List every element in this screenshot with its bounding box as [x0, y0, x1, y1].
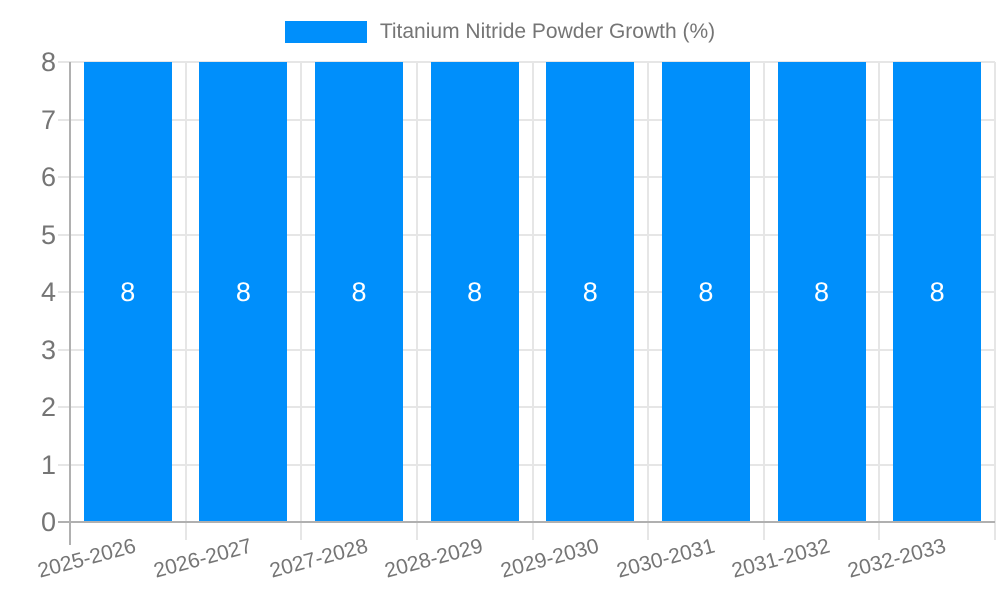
plot-area: 8 8 8 8 8 8 8 8 [70, 61, 996, 522]
x-gridline [762, 62, 765, 522]
y-tick-label: 3 [40, 334, 56, 365]
y-axis-tick [58, 61, 70, 63]
x-gridline [878, 62, 881, 522]
x-axis-tick [184, 522, 187, 540]
bar-value-label: 8 [120, 276, 136, 307]
y-tick-label: 6 [40, 162, 56, 192]
y-tick-label: 2 [40, 392, 56, 422]
y-axis-tick [58, 406, 70, 408]
x-gridline [531, 62, 534, 522]
bar-2027-2028[interactable]: 8 [315, 62, 404, 522]
bar-2030-2031[interactable]: 8 [661, 62, 750, 522]
bar-2032-2033[interactable]: 8 [893, 62, 982, 522]
y-axis-tick [58, 233, 70, 236]
x-tick-label: 2025-2026 [35, 534, 139, 583]
x-tick-label: 2032-2033 [845, 534, 949, 583]
x-gridline [415, 62, 418, 522]
bar-value-label: 8 [467, 276, 483, 307]
y-axis-tick [58, 291, 70, 293]
x-tick-label: 2030-2031 [613, 534, 717, 583]
bar-value-label: 8 [698, 276, 714, 307]
y-tick-label: 5 [40, 219, 56, 250]
y-axis-tick [58, 118, 70, 121]
bar-2029-2030[interactable]: 8 [546, 62, 635, 522]
bar-value-label: 8 [235, 276, 251, 307]
bar-value-label: 8 [814, 276, 830, 307]
y-axis-line [69, 62, 71, 545]
x-gridline [994, 62, 996, 522]
x-axis-tick [878, 522, 881, 540]
legend-label: Titanium Nitride Powder Growth (%) [379, 20, 716, 43]
x-axis-tick [300, 522, 303, 540]
x-gridline [300, 62, 303, 522]
y-tick-label: 4 [40, 277, 56, 307]
bar-value-label: 8 [582, 276, 598, 307]
x-gridline [647, 62, 650, 522]
x-gridline [184, 62, 187, 522]
y-tick-label: 0 [40, 507, 56, 537]
x-axis-tick [994, 522, 996, 540]
y-axis-tick [58, 348, 70, 351]
bar-value-label: 8 [351, 276, 367, 307]
bar-2028-2029[interactable]: 8 [430, 62, 519, 522]
x-tick-label: 2027-2028 [266, 534, 370, 583]
x-tick-label: 2029-2030 [498, 534, 602, 583]
legend[interactable]: Titanium Nitride Powder Growth (%) [0, 19, 1000, 45]
x-axis-tick [647, 522, 650, 540]
y-axis-tick [58, 463, 70, 466]
bar-2031-2032[interactable]: 8 [777, 62, 866, 522]
legend-swatch [284, 21, 367, 43]
x-tick-label: 2031-2032 [729, 534, 833, 583]
y-tick-label: 8 [40, 47, 56, 77]
y-tick-label: 1 [40, 449, 56, 480]
bar-2026-2027[interactable]: 8 [199, 62, 288, 522]
bar-value-label: 8 [929, 276, 945, 307]
x-axis-tick [415, 522, 418, 540]
y-axis-tick [58, 176, 70, 178]
bar-2025-2026[interactable]: 8 [83, 62, 172, 522]
y-tick-label: 7 [40, 104, 56, 135]
x-axis-tick [531, 522, 534, 540]
x-tick-label: 2028-2029 [382, 534, 486, 583]
x-axis-line [58, 521, 995, 523]
x-axis-tick [762, 522, 765, 540]
x-tick-label: 2026-2027 [151, 534, 255, 583]
